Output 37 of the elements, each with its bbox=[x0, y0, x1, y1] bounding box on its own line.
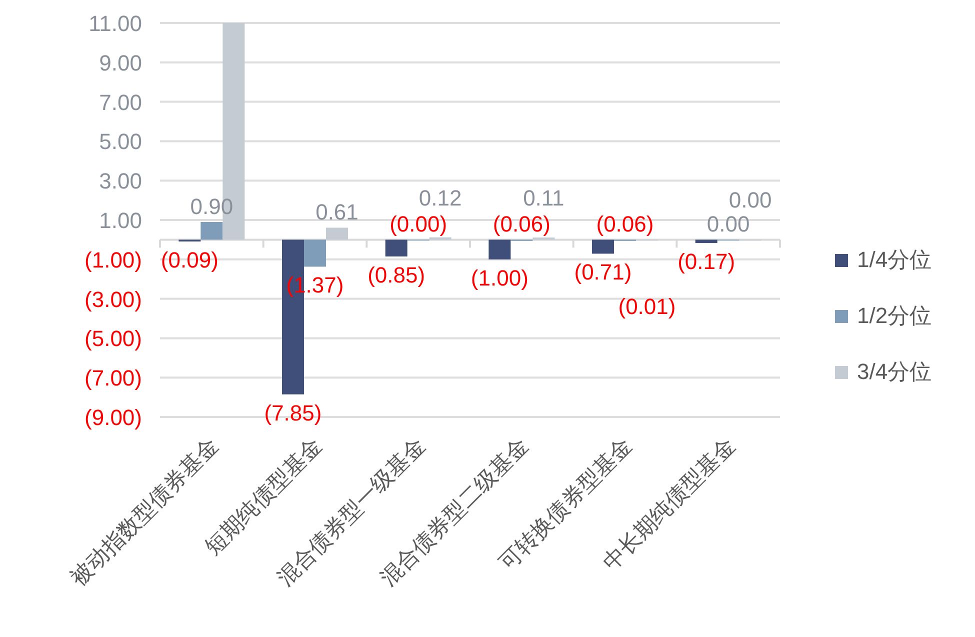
bar bbox=[488, 240, 511, 260]
data-label: (1.00) bbox=[470, 265, 528, 290]
bar bbox=[200, 222, 223, 240]
y-tick-label: (7.00) bbox=[84, 366, 142, 391]
data-label: 0.12 bbox=[418, 185, 462, 210]
data-label: (0.85) bbox=[368, 262, 426, 288]
y-tick-label: (5.00) bbox=[84, 326, 142, 352]
data-label: 0.90 bbox=[190, 194, 234, 219]
bar bbox=[304, 240, 326, 267]
data-label: 0.00 bbox=[728, 188, 772, 213]
y-tick-label: (1.00) bbox=[84, 247, 142, 272]
data-label: (0.06) bbox=[596, 212, 654, 237]
y-tick-label: 9.00 bbox=[99, 50, 142, 76]
data-label: (0.17) bbox=[678, 249, 736, 274]
legend-label: 3/4分位 bbox=[857, 359, 932, 384]
bar bbox=[592, 240, 614, 254]
y-tick-label: (9.00) bbox=[84, 405, 142, 430]
legend-label: 1/4分位 bbox=[857, 247, 932, 272]
y-tick-label: (3.00) bbox=[84, 286, 142, 312]
data-label: (0.06) bbox=[492, 212, 550, 237]
bar bbox=[695, 240, 718, 244]
y-tick-label: 1.00 bbox=[99, 208, 142, 233]
legend-label: 1/2分位 bbox=[857, 303, 932, 328]
data-label: (0.71) bbox=[574, 260, 632, 285]
bar bbox=[326, 228, 348, 240]
data-label: (0.01) bbox=[618, 294, 676, 319]
data-label: (0.00) bbox=[390, 212, 448, 237]
data-label: 0.61 bbox=[316, 200, 358, 225]
data-label: (7.85) bbox=[264, 400, 322, 426]
y-tick-label: 3.00 bbox=[99, 168, 142, 194]
data-label: 0.11 bbox=[523, 186, 564, 211]
y-tick-label: 5.00 bbox=[99, 129, 142, 154]
bar bbox=[385, 240, 408, 256]
data-label: 0.00 bbox=[706, 212, 750, 237]
y-tick-label: 11.00 bbox=[88, 11, 142, 36]
data-label: (0.09) bbox=[160, 247, 218, 272]
y-tick-label: 7.00 bbox=[99, 90, 142, 115]
